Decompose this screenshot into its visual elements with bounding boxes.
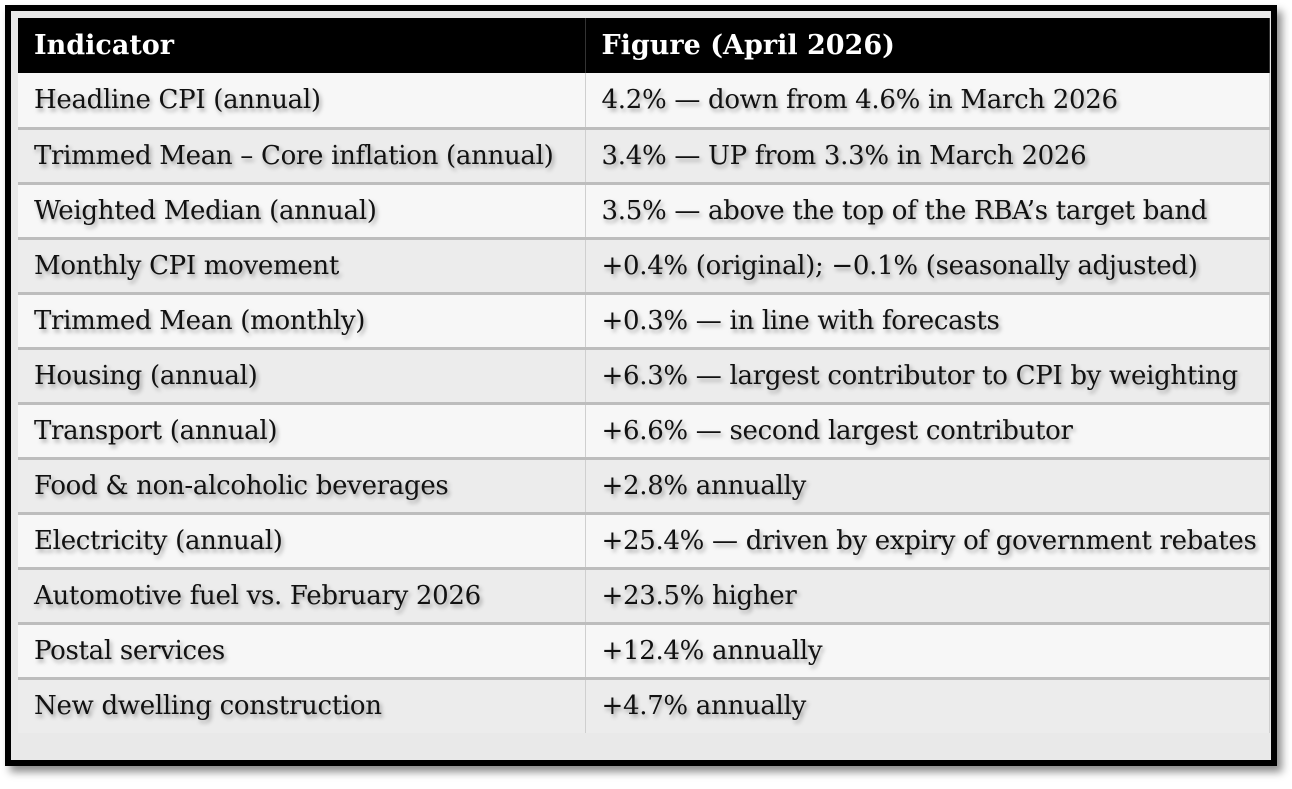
figure-cell: 4.2% — down from 4.6% in March 2026: [585, 73, 1270, 130]
table-row: Headline CPI (annual) 4.2% — down from 4…: [18, 73, 1270, 130]
table-row: Automotive fuel vs. February 2026 +23.5%…: [18, 568, 1270, 625]
figure-cell: +4.7% annually: [585, 678, 1270, 733]
figure-cell: +25.4% — driven by expiry of government …: [585, 513, 1270, 570]
indicator-cell: Automotive fuel vs. February 2026: [18, 568, 586, 625]
indicator-cell: New dwelling construction: [18, 678, 586, 733]
indicator-cell: Transport (annual): [18, 403, 586, 460]
figure-cell: 3.5% — above the top of the RBA’s target…: [585, 183, 1270, 240]
indicator-cell: Monthly CPI movement: [18, 238, 586, 295]
figure-cell: 3.4% — UP from 3.3% in March 2026: [585, 128, 1270, 185]
figure-cell: +6.6% — second largest contributor: [585, 403, 1270, 460]
table-row: Food & non-alcoholic beverages +2.8% ann…: [18, 458, 1270, 515]
table-row: New dwelling construction +4.7% annually: [18, 678, 1270, 733]
table-frame: Indicator Figure (April 2026) Headline C…: [5, 5, 1277, 766]
indicator-cell: Trimmed Mean (monthly): [18, 293, 586, 350]
table-row: Housing (annual) +6.3% — largest contrib…: [18, 348, 1270, 405]
indicator-cell: Headline CPI (annual): [18, 73, 586, 130]
table-row: Electricity (annual) +25.4% — driven by …: [18, 513, 1270, 570]
table-row: Trimmed Mean – Core inflation (annual) 3…: [18, 128, 1270, 185]
indicator-cell: Electricity (annual): [18, 513, 586, 570]
inflation-table: Indicator Figure (April 2026) Headline C…: [18, 18, 1270, 733]
column-header-figure: Figure (April 2026): [585, 18, 1270, 73]
table-row: Postal services +12.4% annually: [18, 623, 1270, 680]
figure-cell: +0.3% — in line with forecasts: [585, 293, 1270, 350]
table-row: Weighted Median (annual) 3.5% — above th…: [18, 183, 1270, 240]
indicator-cell: Postal services: [18, 623, 586, 680]
figure-cell: +0.4% (original); −0.1% (seasonally adju…: [585, 238, 1270, 295]
table-row: Monthly CPI movement +0.4% (original); −…: [18, 238, 1270, 295]
indicator-cell: Trimmed Mean – Core inflation (annual): [18, 128, 586, 185]
figure-cell: +6.3% — largest contributor to CPI by we…: [585, 348, 1270, 405]
figure-cell: +23.5% higher: [585, 568, 1270, 625]
table-row: Transport (annual) +6.6% — second larges…: [18, 403, 1270, 460]
table-header-row: Indicator Figure (April 2026): [18, 18, 1270, 73]
table-row: Trimmed Mean (monthly) +0.3% — in line w…: [18, 293, 1270, 350]
column-header-indicator: Indicator: [18, 18, 586, 73]
figure-cell: +2.8% annually: [585, 458, 1270, 515]
indicator-cell: Weighted Median (annual): [18, 183, 586, 240]
figure-cell: +12.4% annually: [585, 623, 1270, 680]
indicator-cell: Housing (annual): [18, 348, 586, 405]
indicator-cell: Food & non-alcoholic beverages: [18, 458, 586, 515]
